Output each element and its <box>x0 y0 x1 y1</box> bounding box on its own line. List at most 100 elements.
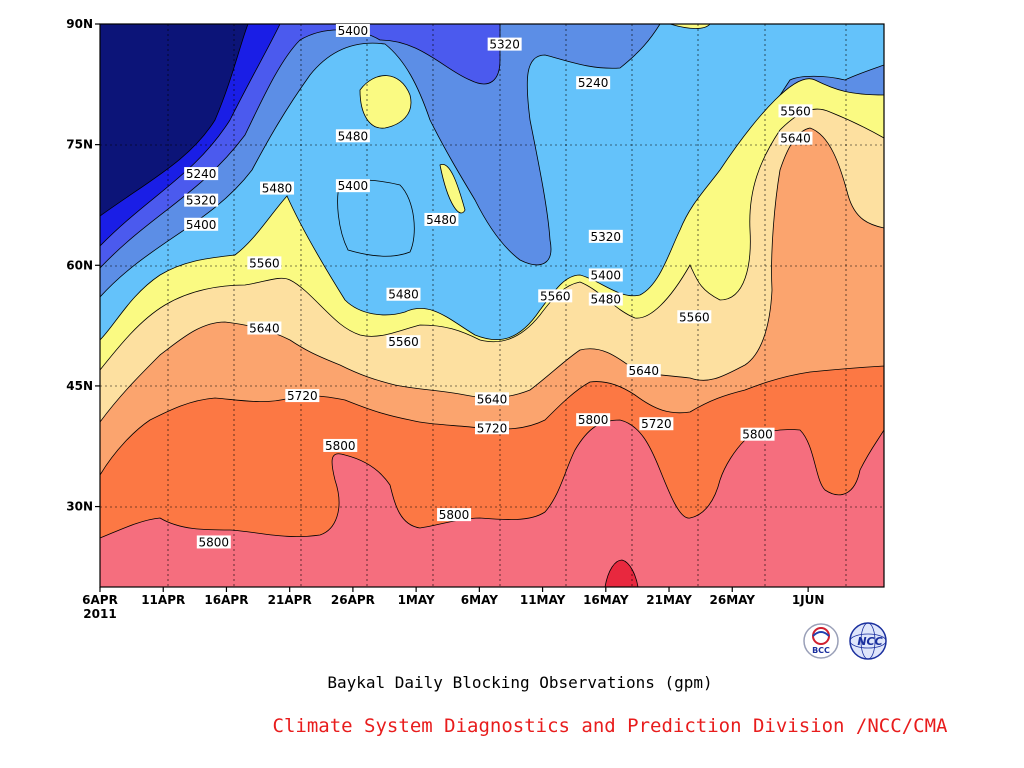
contour-label-text: 5560 <box>249 256 280 270</box>
x-tick-label: 11MAY <box>520 593 566 607</box>
contour-label-text: 5480 <box>591 293 622 307</box>
contour-label: 5560 <box>538 289 573 303</box>
contour-label: 5480 <box>335 129 370 143</box>
band-5880 <box>100 419 884 587</box>
contour-label-bg <box>424 212 459 226</box>
y-tick-label: 45N <box>66 379 93 393</box>
contour-label-text: 5400 <box>186 218 217 232</box>
x-year-label: 2011 <box>83 607 116 621</box>
contour-label-bg <box>335 23 370 37</box>
x-tick-label: 16MAY <box>583 593 629 607</box>
contour-label: 5800 <box>576 413 611 427</box>
contour-label: 5640 <box>247 321 282 336</box>
contour-label-text: 5400 <box>591 268 622 282</box>
contour-label-bg <box>335 179 370 193</box>
x-tick-label: 6APR <box>82 593 118 607</box>
x-tick-label: 26APR <box>331 593 375 607</box>
contour-label: 5800 <box>437 508 472 522</box>
contour-label-bg <box>538 289 573 303</box>
contour-label-bg <box>677 310 712 324</box>
contour-label-text: 5560 <box>540 289 571 303</box>
contour-label-text: 5480 <box>426 213 457 227</box>
contour-label-text: 5560 <box>679 310 710 324</box>
y-axis: 30N 45N 60N 75N 90N <box>66 17 100 514</box>
contour-label-text: 5800 <box>742 428 773 442</box>
contour-label-text: 5800 <box>578 413 609 427</box>
contour-label-bg <box>588 292 623 306</box>
contour-label-text: 5640 <box>628 364 659 378</box>
x-tick-label: 6MAY <box>461 593 498 607</box>
x-tick-label: 26MAY <box>710 593 756 607</box>
contour-label: 5800 <box>740 427 775 442</box>
contour-label: 5480 <box>588 292 623 307</box>
contour-label-text: 5400 <box>338 24 369 38</box>
contour-label-bg <box>247 321 282 335</box>
contour-label: 5240 <box>576 76 611 90</box>
y-tick-label: 30N <box>66 500 93 514</box>
plot-frame <box>99 23 885 588</box>
contour-label-bg <box>588 229 623 243</box>
x-tick-label: 21MAY <box>646 593 692 607</box>
contour-label: 5480 <box>424 212 459 227</box>
contour-label-text: 5320 <box>489 38 520 52</box>
contour-label-bg <box>184 193 219 207</box>
x-tick-label: 1MAY <box>398 593 435 607</box>
contour-label: 5400 <box>184 217 219 232</box>
contour-label-bg <box>576 76 611 90</box>
x-tick-label: 21APR <box>268 593 312 607</box>
contour-label-bg <box>196 535 231 549</box>
contour-label: 5240 <box>184 167 219 181</box>
contour-label-text: 5480 <box>388 288 419 302</box>
contour-label-bg <box>740 427 775 441</box>
x-tick-label: 1JUN <box>792 593 825 607</box>
contour-label-bg <box>475 421 509 435</box>
contour-label: 5720 <box>475 421 509 435</box>
contour-label-text: 5560 <box>780 104 811 118</box>
ncc-logo: NCC <box>849 622 887 660</box>
contour-label-text: 5640 <box>780 132 811 146</box>
contour-label-bg <box>386 335 421 349</box>
contour-label: 5560 <box>677 310 712 324</box>
contour-label-text: 5640 <box>477 392 508 406</box>
y-tick-label: 90N <box>66 17 93 31</box>
contour-label-bg <box>639 417 674 431</box>
x-tick-label: 11APR <box>141 593 185 607</box>
contour-label-bg <box>588 268 623 282</box>
contour-label-bg <box>247 256 282 270</box>
contour-label-bg <box>184 167 219 181</box>
contour-label-bg <box>285 389 320 403</box>
contour-label-text: 5240 <box>186 167 217 181</box>
ncc-logo-text: NCC <box>857 635 882 648</box>
bcc-logo: BCC <box>803 623 839 659</box>
x-tick-label: 16APR <box>204 593 248 607</box>
contour-label-text: 5560 <box>388 335 419 349</box>
grid-lines <box>100 24 884 587</box>
contour-label-text: 5320 <box>591 230 622 244</box>
contour-label: 5640 <box>475 392 509 406</box>
contour-label-bg <box>626 364 661 378</box>
bcc-logo-text: BCC <box>812 646 830 655</box>
contour-label-bg <box>487 37 522 51</box>
contour-label-bg <box>475 392 509 406</box>
contour-label-text: 5320 <box>186 194 217 208</box>
contour-label: 5320 <box>184 193 219 208</box>
contour-label-text: 5480 <box>262 182 293 196</box>
contour-label: 5480 <box>386 287 421 302</box>
contour-label: 5400 <box>335 179 370 193</box>
contour-label-text: 5800 <box>199 535 230 549</box>
y-tick-label: 60N <box>66 258 93 272</box>
credit-line: Climate System Diagnostics and Predictio… <box>273 715 948 737</box>
contour-label: 5560 <box>386 335 421 349</box>
contour-label-text: 5720 <box>287 389 318 403</box>
contour-label-text: 5720 <box>477 421 508 435</box>
contour-label-text: 5800 <box>439 508 470 522</box>
contour-label: 5640 <box>778 131 813 146</box>
x-axis: 6APR 11APR 16APR 21APR 26APR 1MAY 6MAY 11MAY 16M… <box>82 587 824 621</box>
contour-label-text: 5480 <box>338 129 369 143</box>
contour-label: 5800 <box>323 438 358 453</box>
band-5960 <box>604 559 639 587</box>
contour-label-text: 5800 <box>325 439 356 453</box>
contour-label-bg <box>386 287 421 301</box>
contour-label: 5720 <box>639 417 674 431</box>
